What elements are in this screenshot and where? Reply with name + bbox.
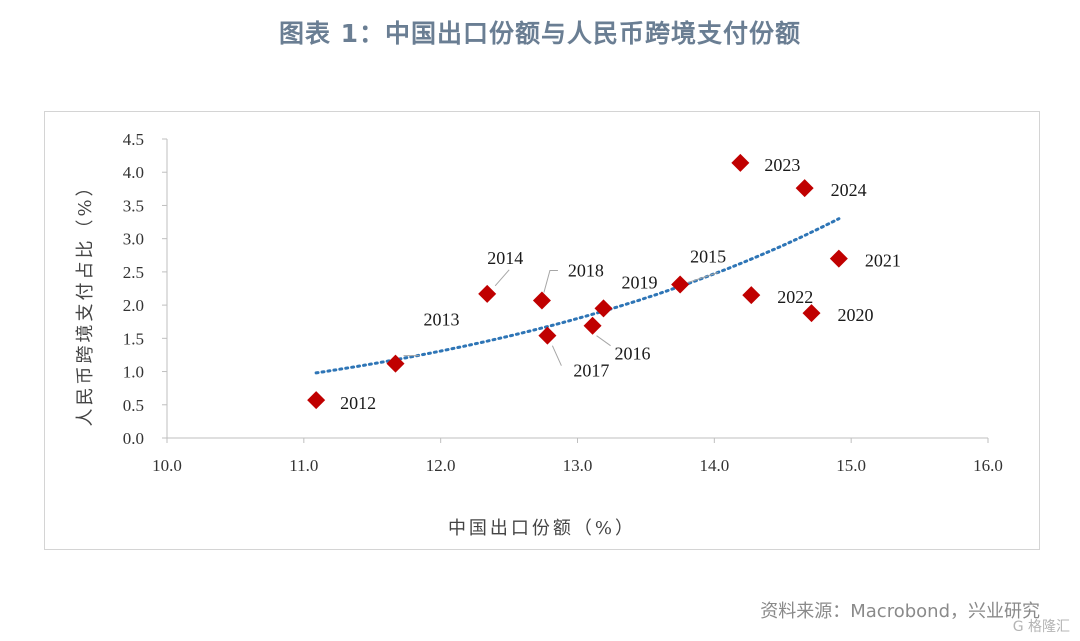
leader-line <box>494 269 510 287</box>
source-note: 资料来源：Macrobond，兴业研究 <box>760 601 1040 622</box>
point-marker <box>478 284 497 303</box>
y-tick-label: 0.5 <box>123 396 144 415</box>
point-marker <box>671 275 690 294</box>
y-tick-label: 1.5 <box>123 329 144 348</box>
x-tick-label: 11.0 <box>289 456 318 475</box>
data-label: 2024 <box>831 180 867 200</box>
data-label: 2015 <box>690 247 726 267</box>
x-tick-label: 14.0 <box>699 456 729 475</box>
chart-frame <box>44 111 1040 550</box>
trendline <box>314 217 841 375</box>
y-axis-title: 人民币跨境支付占比（%） <box>75 175 96 426</box>
x-tick-label: 13.0 <box>563 456 593 475</box>
figure-title: 图表 1：中国出口份额与人民币跨境支付份额 <box>278 19 802 48</box>
y-tick-label: 2.5 <box>123 263 144 282</box>
chart-axes: 0.0 0.5 1.0 1.5 2.0 2.5 3.0 3.5 4.0 4.5 10.0 11.0 12… <box>123 130 1003 475</box>
point-marker <box>583 316 602 335</box>
y-tick-label: 0.0 <box>123 429 144 448</box>
y-tick-label: 4.5 <box>123 130 144 149</box>
data-label: 2013 <box>424 310 460 330</box>
trendline-group <box>314 217 841 375</box>
y-tick-label: 3.0 <box>123 230 144 249</box>
x-axis-title: 中国出口份额（%） <box>448 518 636 539</box>
point-marker <box>742 286 761 305</box>
leader-lines <box>403 269 719 366</box>
data-label: 2014 <box>487 248 523 268</box>
data-label: 2019 <box>621 272 657 292</box>
data-label: 2012 <box>340 393 376 413</box>
data-label: 2017 <box>573 361 609 381</box>
data-label: 2023 <box>764 155 800 175</box>
point-marker <box>594 299 613 318</box>
x-tick-label: 15.0 <box>836 456 866 475</box>
leader-line <box>687 272 719 283</box>
y-tick-label: 2.0 <box>123 296 144 315</box>
leader-line <box>551 345 562 366</box>
watermark-logo: G 格隆汇 <box>1012 619 1070 635</box>
data-label: 2020 <box>837 305 873 325</box>
data-label: 2016 <box>615 344 651 364</box>
x-tick-label: 12.0 <box>426 456 456 475</box>
point-marker <box>532 291 551 310</box>
point-marker <box>829 249 848 268</box>
point-marker <box>538 326 557 345</box>
data-points <box>307 153 848 410</box>
data-label: 2018 <box>568 260 604 280</box>
x-tick-label: 10.0 <box>152 456 182 475</box>
point-marker <box>307 391 326 410</box>
data-labels: 2012 2013 2014 2015 2016 2017 2018 2019 2020 2021… <box>340 155 901 413</box>
point-marker <box>731 153 750 172</box>
x-tick-label: 16.0 <box>973 456 1003 475</box>
point-marker <box>802 304 821 323</box>
y-tick-label: 3.5 <box>123 196 144 215</box>
point-marker <box>386 354 405 373</box>
leader-line <box>543 269 558 293</box>
y-tick-label: 1.0 <box>123 363 144 382</box>
data-label: 2021 <box>865 251 901 271</box>
data-label: 2022 <box>777 287 813 307</box>
y-tick-label: 4.0 <box>123 163 144 182</box>
point-marker <box>795 179 814 198</box>
leader-line <box>596 335 611 347</box>
